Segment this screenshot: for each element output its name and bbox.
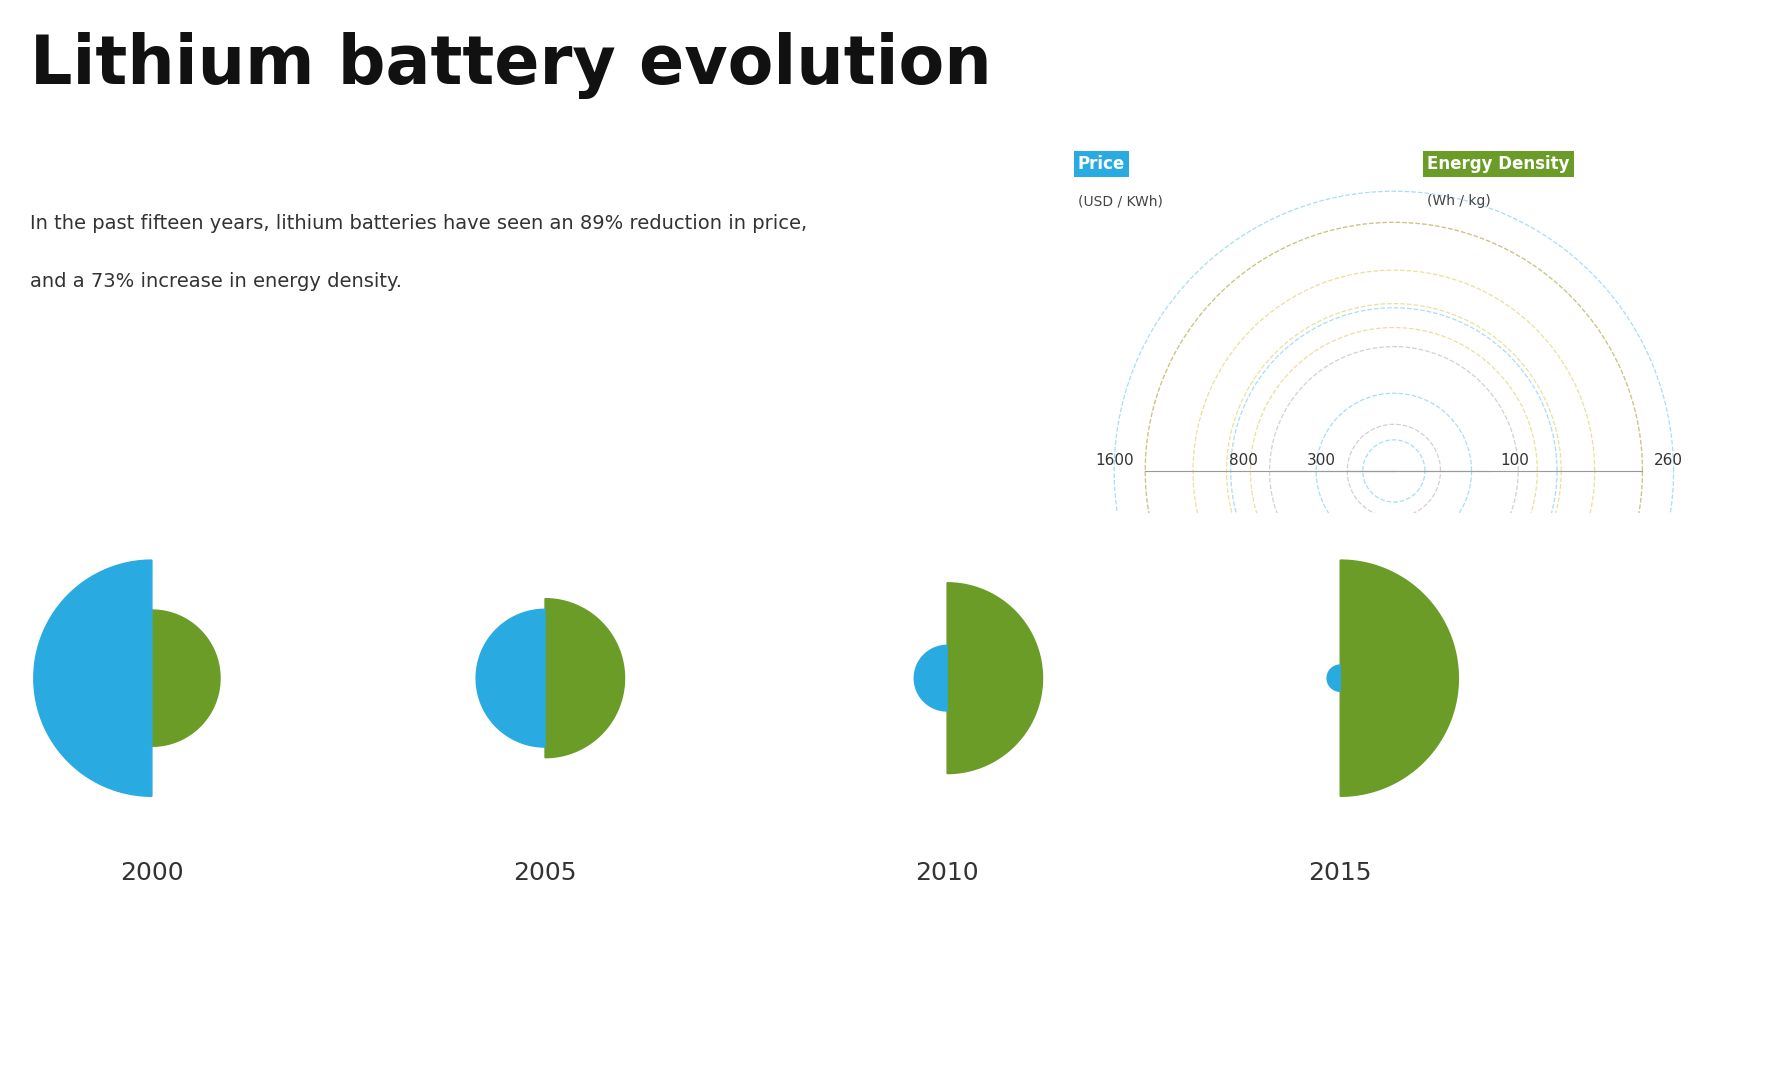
Text: (USD / KWh): (USD / KWh) <box>1078 194 1163 208</box>
Text: 100: 100 <box>1501 453 1530 468</box>
Polygon shape <box>34 560 152 797</box>
Polygon shape <box>545 599 624 757</box>
Polygon shape <box>475 609 545 748</box>
Text: Energy Density: Energy Density <box>1428 155 1571 173</box>
Text: 2015: 2015 <box>1308 861 1372 885</box>
Text: 800: 800 <box>1229 453 1258 468</box>
Polygon shape <box>152 610 220 747</box>
Text: Price: Price <box>1078 155 1126 173</box>
Text: (Wh / kg): (Wh / kg) <box>1428 194 1490 208</box>
Polygon shape <box>1328 665 1340 691</box>
Text: 2010: 2010 <box>915 861 979 885</box>
Text: Lithium battery evolution: Lithium battery evolution <box>30 32 992 99</box>
Polygon shape <box>1340 560 1458 797</box>
Text: 300: 300 <box>1306 453 1337 468</box>
Text: In the past fifteen years, lithium batteries have seen an 89% reduction in price: In the past fifteen years, lithium batte… <box>30 214 808 233</box>
Text: and a 73% increase in energy density.: and a 73% increase in energy density. <box>30 272 402 292</box>
Polygon shape <box>915 645 947 711</box>
Text: 1600: 1600 <box>1095 453 1135 468</box>
Text: 2000: 2000 <box>120 861 184 885</box>
Text: 260: 260 <box>1653 453 1683 468</box>
Text: 2005: 2005 <box>513 861 577 885</box>
Polygon shape <box>947 583 1042 773</box>
